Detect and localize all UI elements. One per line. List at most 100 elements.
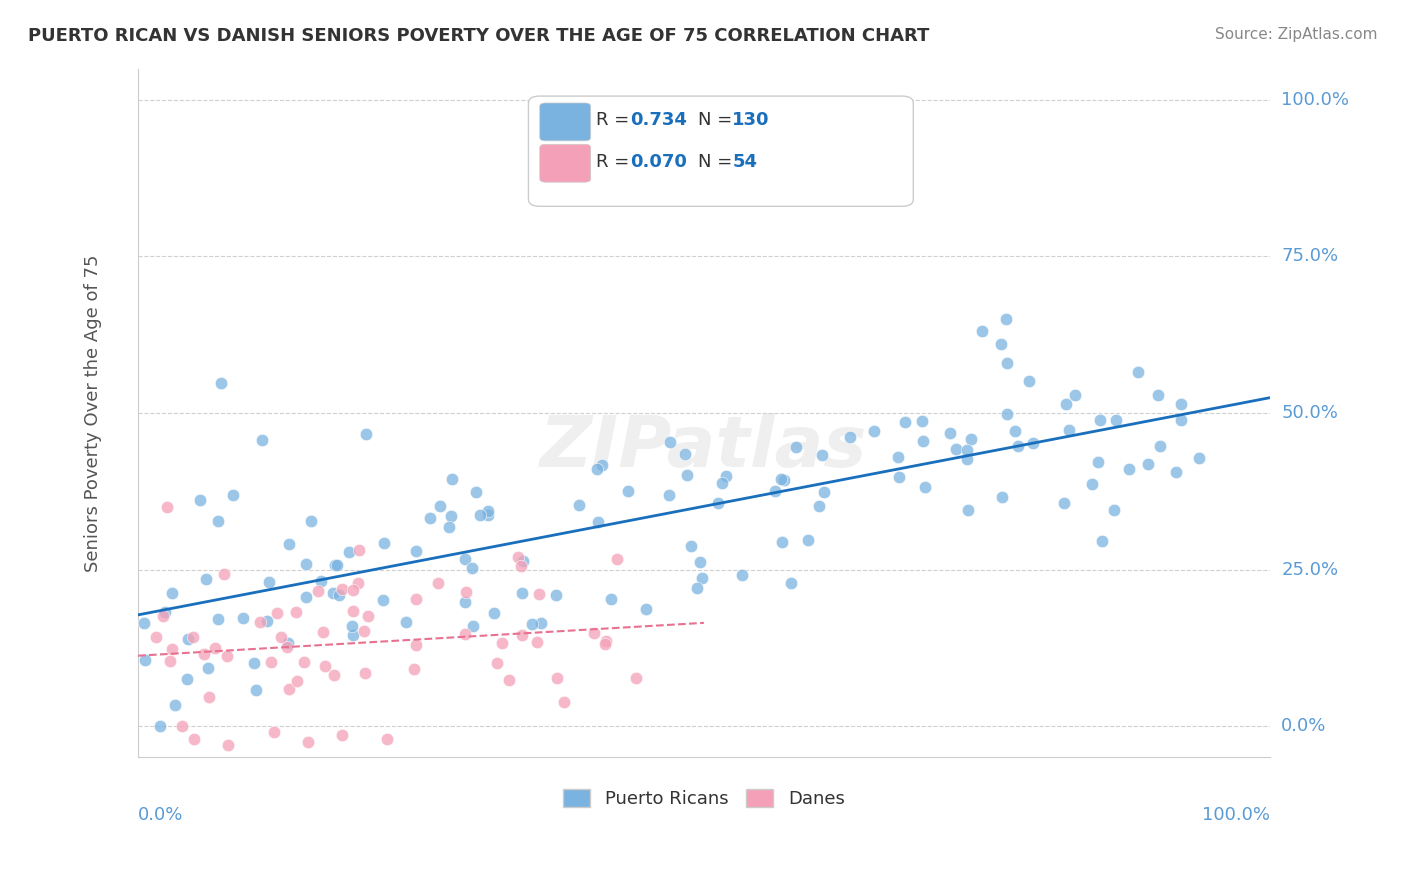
Text: R =: R = [596,153,636,170]
Point [402,662,425,676]
Point [222,487,245,501]
Point [209,376,232,390]
Point [676,467,699,482]
Point [285,674,308,689]
Point [160,586,183,600]
Point [658,488,681,502]
Point [461,619,484,633]
Point [1018,374,1040,388]
Point [797,533,820,547]
Point [349,543,371,558]
Point [591,458,613,472]
Point [486,656,509,670]
Point [1090,533,1112,548]
Point [188,492,211,507]
Point [544,588,567,602]
Point [690,571,713,585]
Point [193,647,215,661]
Point [939,426,962,441]
Point [330,729,353,743]
Point [156,500,179,514]
Point [299,514,322,528]
Text: Source: ZipAtlas.com: Source: ZipAtlas.com [1215,27,1378,42]
Point [342,628,364,642]
Point [373,536,395,550]
Point [520,617,543,632]
Point [1102,503,1125,517]
Point [894,416,917,430]
Point [276,640,298,654]
Point [606,551,628,566]
Point [371,592,394,607]
Point [1022,436,1045,450]
Text: ZIPatlas: ZIPatlas [540,413,868,482]
Point [347,576,370,591]
Point [256,614,278,628]
Point [439,520,461,534]
Point [257,574,280,589]
Text: 100.0%: 100.0% [1281,91,1350,109]
Point [322,586,344,600]
Point [914,480,936,494]
Point [624,671,647,685]
Point [357,609,380,624]
Text: 54: 54 [733,153,758,170]
Point [1137,457,1160,471]
Point [1147,388,1170,402]
Point [330,582,353,596]
Text: 50.0%: 50.0% [1281,404,1339,422]
Point [172,719,194,733]
Point [945,442,967,457]
Point [441,472,464,486]
Point [1064,388,1087,402]
Point [155,605,177,619]
Point [212,566,235,581]
Point [498,673,520,688]
Point [181,630,204,644]
Point [889,470,911,484]
Point [342,583,364,598]
Point [568,498,591,512]
Point [730,567,752,582]
Point [995,408,1018,422]
Point [145,630,167,644]
Point [707,496,730,510]
Point [405,592,427,607]
Point [1170,397,1192,411]
Point [375,731,398,746]
Legend: Puerto Ricans, Danes: Puerto Ricans, Danes [554,780,853,817]
Point [325,558,347,572]
Point [217,738,239,752]
Point [328,588,350,602]
FancyBboxPatch shape [540,103,591,141]
Point [686,581,709,595]
Point [195,572,218,586]
Point [770,534,793,549]
Point [887,450,910,464]
Point [294,558,316,572]
Point [252,433,274,447]
Point [508,550,530,565]
Text: 130: 130 [733,112,769,129]
Text: N =: N = [699,112,738,129]
Point [323,558,346,572]
Point [342,604,364,618]
Point [278,536,301,550]
Point [1054,397,1077,411]
Point [440,509,463,524]
Point [509,558,531,573]
Point [530,616,553,631]
Point [673,447,696,461]
Point [183,731,205,746]
Point [277,681,299,696]
Point [714,469,737,483]
Point [763,483,786,498]
Point [526,635,548,649]
Point [243,657,266,671]
Text: 75.0%: 75.0% [1281,247,1339,266]
Point [232,611,254,625]
Point [1052,496,1074,510]
Point [249,615,271,629]
Point [160,642,183,657]
Point [197,660,219,674]
